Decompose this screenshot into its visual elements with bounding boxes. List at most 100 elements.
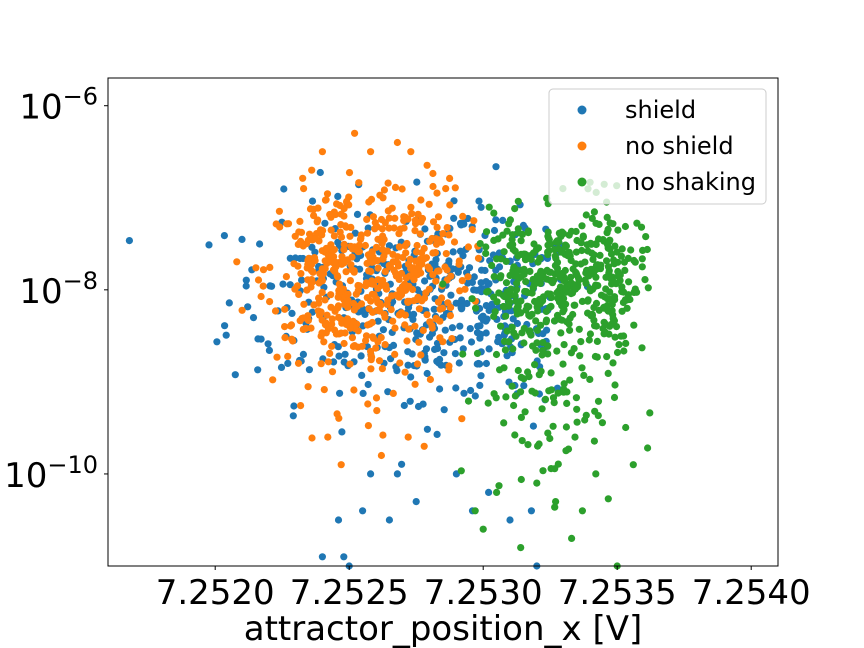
point-no-shield [257, 292, 265, 301]
point-shield [430, 305, 438, 313]
point-no-shield [408, 210, 416, 218]
point-no-shaking [464, 397, 473, 405]
point-no-shield [347, 261, 355, 269]
point-shield [476, 381, 484, 389]
point-no-shaking [572, 284, 580, 292]
point-shield [341, 350, 349, 358]
point-no-shaking [633, 288, 641, 296]
point-no-shaking [638, 344, 646, 352]
point-no-shaking [557, 329, 565, 337]
point-no-shield [363, 280, 371, 288]
point-no-shield [434, 213, 443, 221]
point-no-shield [369, 213, 377, 221]
point-no-shaking [496, 274, 504, 282]
point-no-shield [417, 196, 425, 204]
point-shield [336, 389, 344, 397]
point-no-shield [275, 207, 283, 215]
point-no-shield [290, 260, 298, 268]
point-no-shaking [594, 397, 603, 405]
y-tick-label: 10−6 [19, 83, 98, 128]
point-no-shaking [565, 320, 573, 328]
point-no-shield [412, 257, 420, 265]
legend-label-no-shield: no shield [625, 132, 734, 160]
point-no-shield [432, 277, 440, 285]
point-no-shaking [500, 293, 509, 301]
point-no-shield [401, 311, 409, 319]
point-no-shaking [518, 437, 526, 445]
point-no-shield [407, 203, 415, 211]
x-tick-label: 7.2535 [558, 573, 677, 613]
point-no-shaking [535, 371, 543, 379]
point-no-shaking [594, 235, 603, 243]
point-no-shield [369, 280, 377, 288]
point-no-shield [436, 334, 444, 342]
point-no-shield [416, 230, 424, 238]
point-no-shield [447, 303, 455, 312]
point-no-shaking [608, 300, 616, 308]
point-no-shaking [561, 266, 569, 275]
point-no-shield [372, 344, 380, 352]
point-shield [495, 263, 504, 271]
point-no-shield [385, 224, 393, 232]
point-no-shaking [577, 338, 585, 346]
point-shield [485, 345, 493, 353]
point-no-shaking [533, 479, 541, 487]
x-axis: 7.2520 7.2525 7.2530 7.2535 7.2540 [156, 566, 811, 613]
point-no-shaking [551, 503, 559, 511]
point-no-shaking [521, 287, 529, 296]
point-no-shield [363, 215, 371, 223]
point-no-shield [405, 325, 413, 333]
point-no-shield [423, 161, 431, 169]
point-no-shaking [572, 248, 581, 256]
point-no-shaking [545, 387, 553, 395]
point-no-shaking [595, 306, 603, 314]
point-shield [290, 402, 298, 410]
point-no-shaking [559, 308, 567, 316]
point-shield [221, 322, 229, 330]
point-no-shaking [588, 249, 596, 257]
point-shield [357, 352, 365, 360]
point-no-shaking [594, 412, 602, 420]
point-no-shaking [620, 258, 629, 266]
point-no-shaking [522, 278, 530, 286]
point-no-shaking [644, 444, 652, 452]
point-no-shield [328, 320, 336, 328]
point-no-shield [432, 235, 440, 243]
point-no-shield [343, 318, 351, 326]
point-no-shield [310, 254, 319, 262]
point-no-shield [474, 254, 483, 262]
point-no-shaking [511, 392, 519, 400]
point-shield [231, 371, 239, 379]
point-no-shaking [592, 299, 601, 307]
point-no-shaking [490, 236, 498, 244]
point-shield [543, 326, 551, 334]
point-no-shaking [571, 301, 579, 309]
point-no-shield [287, 321, 296, 329]
point-no-shaking [593, 337, 602, 345]
point-no-shield [433, 189, 441, 197]
point-shield [441, 326, 449, 334]
point-no-shaking [479, 525, 487, 533]
point-shield [359, 507, 367, 515]
point-shield [254, 366, 262, 374]
point-shield [289, 412, 297, 420]
point-no-shield [340, 212, 348, 220]
point-shield [459, 345, 467, 353]
point-no-shaking [585, 336, 593, 344]
point-no-shield [367, 356, 375, 364]
point-no-shield [411, 216, 419, 224]
point-no-shaking [629, 461, 637, 469]
point-no-shield [266, 263, 274, 271]
point-shield [356, 265, 364, 273]
point-no-shield [442, 250, 450, 258]
point-shield [244, 303, 252, 311]
point-no-shield [328, 342, 336, 350]
point-no-shield [327, 291, 335, 299]
point-no-shaking [517, 413, 526, 421]
point-shield [456, 219, 465, 227]
point-no-shaking [641, 276, 649, 284]
point-no-shaking [532, 346, 540, 354]
point-no-shield [340, 240, 348, 248]
point-shield [423, 369, 431, 378]
point-shield [414, 402, 423, 411]
